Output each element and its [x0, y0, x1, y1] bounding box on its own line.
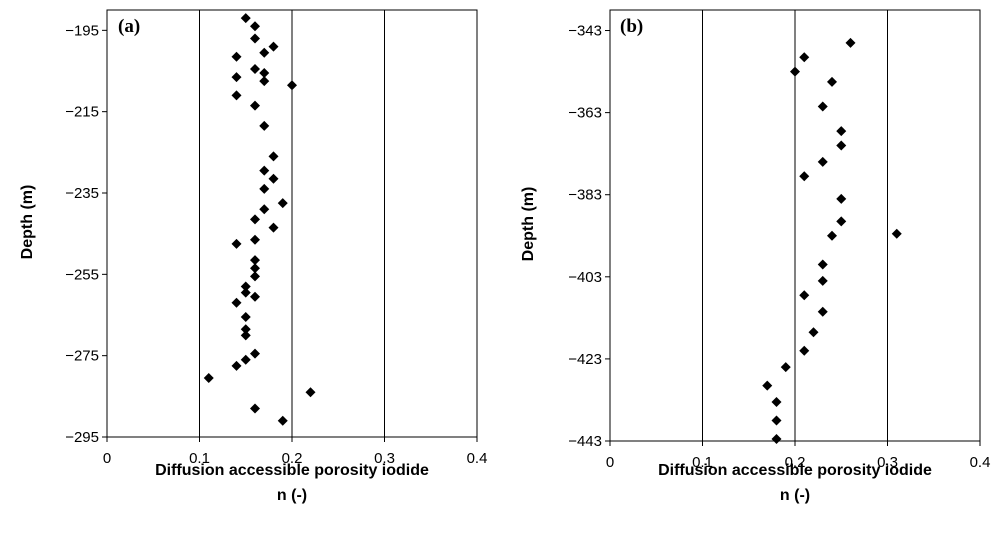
panel-b-data-point-0	[845, 37, 856, 48]
panel-b-data-point-12	[827, 230, 837, 241]
panel-b-x-tick-label-2: 0.2	[785, 454, 806, 471]
panel-a-data-point-8	[231, 72, 242, 83]
panel-b-data-point-17	[808, 327, 819, 338]
panel-a-data-point-16	[268, 173, 279, 184]
panel-a-x-tick-label-2: 0.2	[282, 450, 303, 467]
panel-a-data-point-33	[240, 330, 251, 341]
panel-a-data-point-39	[250, 403, 260, 414]
panel-a: (a) Diffusion accessible porosity iodide…	[19, 9, 488, 504]
panel-b-x-tick-label-0: 0	[606, 454, 614, 471]
panel-b-x-axis-label-line2: n (-)	[780, 487, 810, 504]
panel-a-data-point-26	[250, 271, 260, 282]
panel-b-x-tick-label-3: 0.3	[877, 454, 898, 471]
panel-b-y-tick-label-5: −443	[568, 433, 602, 450]
panel-b-data-point-23	[771, 433, 782, 444]
panel-a-data-point-40	[277, 415, 288, 426]
panel-a-data-point-29	[250, 291, 260, 302]
panel-a-data-point-27	[240, 281, 251, 292]
panel-a-data-point-20	[250, 214, 260, 225]
panel-a-x-tick-label-1: 0.1	[189, 450, 210, 467]
panel-a-y-tick-label-0: −195	[65, 22, 99, 39]
panel-a-data-point-14	[268, 151, 279, 162]
panel-a-data-point-11	[231, 90, 242, 101]
panel-a-y-tick-label-5: −295	[65, 429, 99, 446]
panel-b-data-point-13	[817, 259, 828, 270]
panel-a-data-point-10	[287, 80, 297, 91]
panel-a-data-point-18	[277, 198, 288, 209]
panel-b-data-point-11	[891, 228, 902, 239]
panel-a-data-point-2	[250, 33, 260, 44]
panel-a-data-point-4	[259, 47, 270, 58]
panel-a-x-axis-label-line2: n (-)	[277, 487, 307, 504]
panel-a-y-tick-label-2: −235	[65, 185, 99, 202]
panel-a-data-point-30	[231, 297, 242, 308]
panel-b-y-tick-label-4: −423	[568, 351, 602, 368]
panel-a-data-point-24	[250, 255, 260, 266]
panel-a-data-point-38	[305, 387, 316, 398]
panel-a-data-point-15	[259, 165, 270, 176]
panel-a-label: (a)	[118, 16, 140, 37]
panel-b-data-point-14	[817, 275, 828, 286]
panel-a-data-point-37	[203, 373, 214, 384]
panel-a-data-point-21	[268, 222, 279, 233]
panel-a-y-tick-label-3: −255	[65, 266, 99, 283]
panel-a-data-point-23	[231, 238, 242, 249]
panel-b-data-point-5	[836, 126, 847, 137]
panel-b-y-tick-label-0: −343	[568, 23, 602, 40]
panel-a-data-point-0	[240, 13, 251, 24]
panel-a-data-point-34	[250, 348, 260, 359]
panel-b-data-point-4	[817, 101, 828, 112]
panel-b-data-point-20	[762, 380, 773, 391]
panel-a-y-tick-label-1: −215	[65, 104, 99, 121]
panel-a-data-point-31	[240, 312, 251, 323]
panel-b-y-tick-label-1: −363	[568, 105, 602, 122]
panel-a-x-axis-label-line1: Diffusion accessible porosity iodide	[155, 462, 429, 479]
panel-b-data-point-8	[799, 171, 810, 182]
panel-a-data-point-19	[259, 204, 270, 215]
panel-a-data-point-6	[250, 63, 260, 74]
panel-a-data-point-9	[259, 76, 270, 87]
panel-b-data-point-1	[799, 52, 810, 63]
panel-a-data-point-13	[259, 120, 270, 131]
panel-a-x-tick-label-4: 0.4	[467, 450, 488, 467]
panel-b-label: (b)	[620, 16, 643, 37]
panel-a-data-point-22	[250, 234, 260, 245]
panel-a-y-tick-label-4: −275	[65, 348, 99, 365]
panel-a-x-tick-label-3: 0.3	[374, 450, 395, 467]
panel-b-data-point-19	[780, 362, 791, 373]
panel-a-data-point-32	[240, 324, 251, 335]
panel-a-data-point-35	[240, 354, 251, 365]
panel-b-y-tick-label-3: −403	[568, 269, 602, 286]
panel-b-data-point-2	[790, 66, 800, 77]
panel-a-data-point-12	[250, 100, 260, 111]
panel-b-x-tick-label-4: 0.4	[970, 454, 991, 471]
panel-b-y-tick-label-2: −383	[568, 187, 602, 204]
panel-b-data-point-21	[771, 397, 782, 408]
panel-b-x-axis-label-line1: Diffusion accessible porosity iodide	[658, 462, 932, 479]
panel-b-data-point-6	[836, 140, 847, 151]
panel-b-x-tick-label-1: 0.1	[692, 454, 713, 471]
panel-b-data-point-18	[799, 345, 810, 356]
panel-b-data-point-9	[836, 193, 847, 204]
panel-a-data-point-17	[259, 183, 270, 194]
panel-a-data-point-3	[268, 41, 279, 52]
panel-b: (b) Diffusion accessible porosity iodide…	[520, 9, 991, 504]
panel-a-x-tick-label-0: 0	[103, 450, 111, 467]
panel-a-data-point-28	[240, 287, 251, 298]
panel-b-data-point-3	[827, 76, 837, 87]
panel-a-data-point-5	[231, 51, 242, 62]
panel-b-data-point-15	[799, 290, 810, 301]
panel-a-y-axis-label: Depth (m)	[19, 185, 36, 260]
panel-b-data-point-16	[817, 306, 828, 317]
panel-b-y-axis-label: Depth (m)	[520, 187, 537, 262]
panel-a-data-point-1	[250, 21, 260, 32]
panel-b-data-point-7	[817, 156, 828, 167]
panel-a-data-point-25	[250, 263, 260, 274]
panel-b-data-point-22	[771, 415, 782, 426]
panel-b-data-point-10	[836, 216, 847, 227]
panel-a-data-point-7	[259, 68, 270, 79]
panel-a-data-point-36	[231, 360, 242, 371]
